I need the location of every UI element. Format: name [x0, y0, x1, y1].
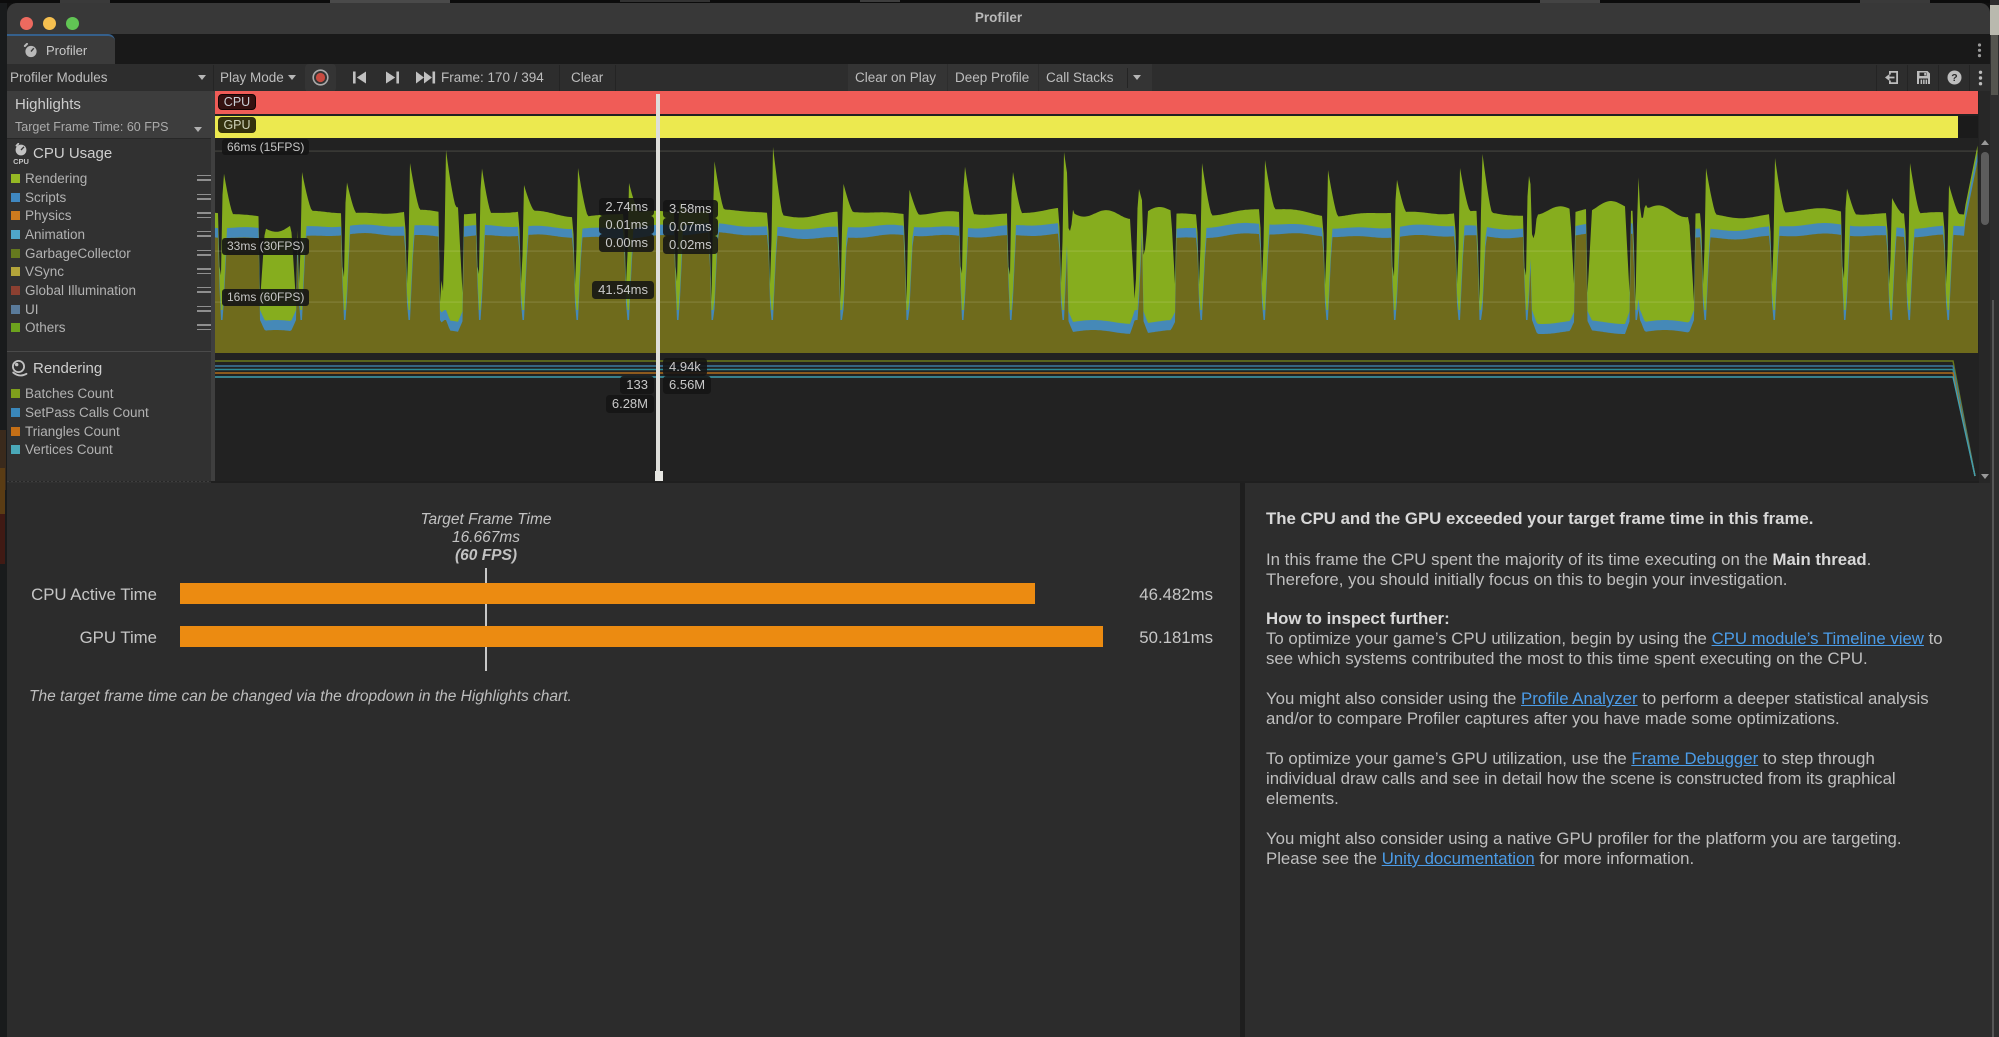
svg-text:CPU: CPU — [13, 157, 29, 165]
svg-text:?: ? — [1951, 72, 1957, 84]
